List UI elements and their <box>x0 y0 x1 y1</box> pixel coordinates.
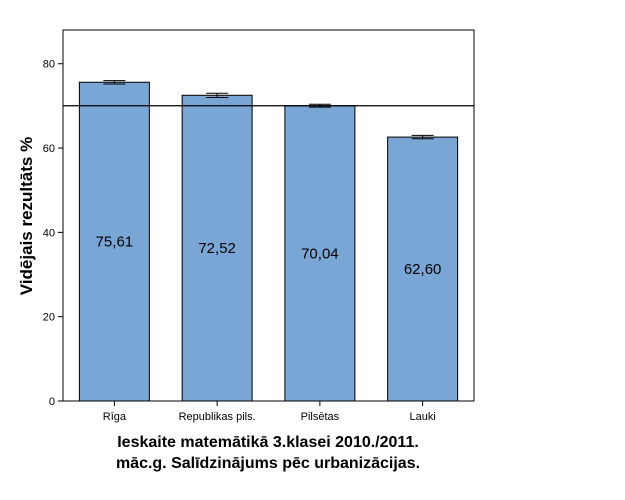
chart-title-line-2: māc.g. Salīdzinājums pēc urbanizācijas. <box>116 455 420 472</box>
y-tick-label-3: 60 <box>43 143 55 155</box>
y-tick-label-1: 20 <box>43 312 55 324</box>
x-tick-label-0: Rīga <box>103 411 127 423</box>
plot-frame <box>62 29 475 402</box>
y-tick-label-2: 40 <box>43 227 55 239</box>
x-tick-label-1: Republikas pils. <box>179 411 256 423</box>
y-tick-label-4: 80 <box>43 59 55 71</box>
bar-value-label-2: 70,04 <box>301 245 339 262</box>
error-bars-layer <box>103 80 434 140</box>
bar-value-label-1: 72,52 <box>198 240 236 257</box>
y-axis-title: Vidējais rezultāts % <box>17 137 36 295</box>
y-tick-label-0: 0 <box>49 396 55 408</box>
bar-value-label-0: 75,61 <box>96 234 134 251</box>
bar-value-label-3: 62,60 <box>404 261 442 278</box>
chart-title-line-1: Ieskaite matemātikā 3.klasei 2010./2011. <box>117 434 419 451</box>
x-tick-label-3: Lauki <box>409 411 435 423</box>
bar-3 <box>387 136 459 402</box>
bar-value-labels: 75,61 72,52 70,04 62,60 <box>96 234 442 278</box>
x-axis: Rīga Republikas pils. Pilsētas Lauki <box>103 401 436 423</box>
bar-1 <box>181 94 253 402</box>
y-axis: 0 20 40 60 80 <box>43 59 63 408</box>
bars-layer <box>78 81 459 402</box>
x-tick-label-2: Pilsētas <box>301 411 340 423</box>
